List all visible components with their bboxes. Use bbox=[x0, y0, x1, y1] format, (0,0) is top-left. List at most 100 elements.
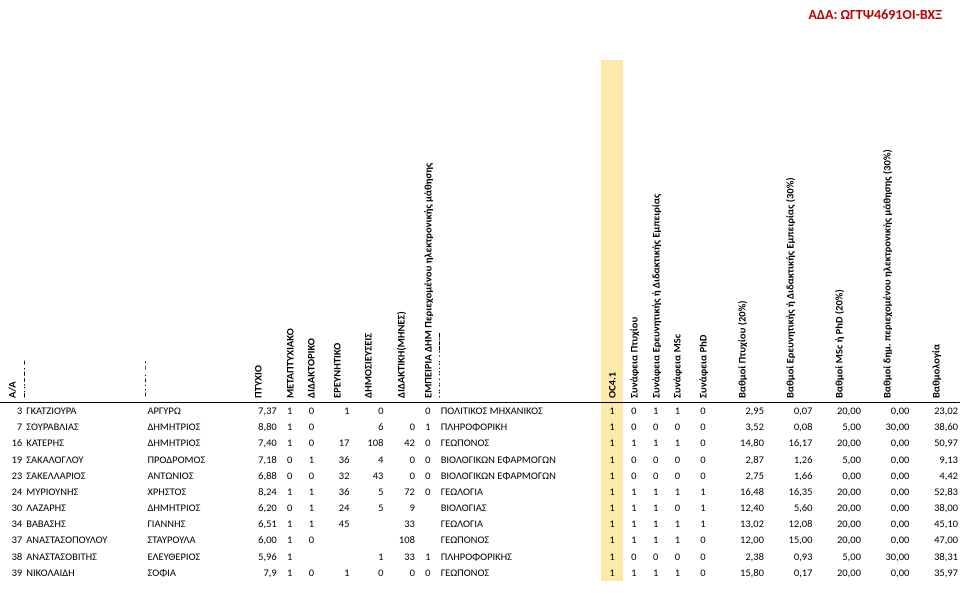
cell: 0 bbox=[417, 565, 439, 581]
cell: 6 bbox=[351, 419, 385, 435]
cell bbox=[351, 532, 385, 548]
cell: 1 bbox=[301, 500, 323, 516]
cell bbox=[322, 549, 351, 565]
cell: 7 bbox=[0, 419, 24, 435]
cell: 43 bbox=[351, 468, 385, 484]
cell: 0 bbox=[645, 468, 667, 484]
cell: 0 bbox=[301, 403, 323, 420]
col-b-ereyn: Βαθμοί Ερευνητικής ή Διδακτικής Εμπειρία… bbox=[766, 60, 814, 403]
table-row: 19ΣΑΚΑΛΟΓΛΟΥΠΡΟΔΡΟΜΟΣ7,180136400ΒΙΟΛΟΓΙΚ… bbox=[0, 452, 960, 468]
cell: ΠΟΛΙΤΙΚΟΣ ΜΗΧΑΝΙΚΟΣ bbox=[439, 403, 601, 420]
cell: 0 bbox=[667, 419, 689, 435]
cell: 15,80 bbox=[717, 565, 765, 581]
cell: 20,00 bbox=[814, 403, 862, 420]
cell: 5,00 bbox=[814, 452, 862, 468]
cell: 0 bbox=[688, 468, 717, 484]
cell: 1 bbox=[301, 516, 323, 532]
cell: ΝΙΚΟΛΑΙΔΗ bbox=[24, 565, 145, 581]
cell: 13,02 bbox=[717, 516, 765, 532]
cell: 0 bbox=[667, 468, 689, 484]
cell: 17 bbox=[322, 435, 351, 451]
cell: 6,51 bbox=[238, 516, 279, 532]
cell bbox=[322, 532, 351, 548]
cell: 50,97 bbox=[911, 435, 960, 451]
cell: 23 bbox=[0, 468, 24, 484]
page: ΑΔΑ: ΩΓΤΨ4691ΟΙ-ΒΧΞ Α/Α ΕΠΙΘΕΤΟ ΟΝΟΜΑ ΠΤ… bbox=[0, 0, 960, 616]
cell: 34 bbox=[0, 516, 24, 532]
cell: 0 bbox=[688, 419, 717, 435]
table-row: 3ΓΚΑΤΖΙΟΥΡΑΑΡΓΥΡΩ7,3710100ΠΟΛΙΤΙΚΟΣ ΜΗΧΑ… bbox=[0, 403, 960, 420]
col-b-dim: Βαθμοί δημ. περιεχομένου ηλεκτρονικής μά… bbox=[863, 60, 911, 403]
cell: 1 bbox=[351, 549, 385, 565]
cell: 1 bbox=[667, 403, 689, 420]
cell: ΓΕΩΛΟΓΙΑ bbox=[439, 516, 601, 532]
cell: 0 bbox=[385, 452, 417, 468]
table-body: 3ΓΚΑΤΖΙΟΥΡΑΑΡΓΥΡΩ7,3710100ΠΟΛΙΤΙΚΟΣ ΜΗΧΑ… bbox=[0, 403, 960, 581]
cell: ΑΝΑΣΤΑΣΟΒΙΤΗΣ bbox=[24, 549, 145, 565]
cell: 1 bbox=[279, 419, 301, 435]
col-dimosieyseis: ΔΗΜΟΣΙΕΥΣΕΙΣ bbox=[351, 60, 385, 403]
cell: 12,40 bbox=[717, 500, 765, 516]
cell: 1,26 bbox=[766, 452, 814, 468]
cell: 37 bbox=[0, 532, 24, 548]
cell: 20,00 bbox=[814, 484, 862, 500]
cell: 2,38 bbox=[717, 549, 765, 565]
cell: 1 bbox=[279, 435, 301, 451]
cell: 0,00 bbox=[863, 565, 911, 581]
cell: 1 bbox=[623, 516, 645, 532]
col-oc: OC4.1 bbox=[601, 60, 623, 403]
cell: 0 bbox=[688, 565, 717, 581]
cell: 38,00 bbox=[911, 500, 960, 516]
cell: 47,00 bbox=[911, 532, 960, 548]
cell: 3 bbox=[0, 403, 24, 420]
cell: 5 bbox=[351, 484, 385, 500]
col-paratiriseis: ΠΑΡΑΤΗΡΗΣΕΙΣ bbox=[439, 60, 601, 403]
cell: ΔΗΜΗΤΡΙΟΣ bbox=[145, 419, 237, 435]
cell: 0,07 bbox=[766, 403, 814, 420]
cell: 5 bbox=[351, 500, 385, 516]
cell: 1 bbox=[601, 516, 623, 532]
cell: ΓΙΑΝΝΗΣ bbox=[145, 516, 237, 532]
cell: 1 bbox=[667, 435, 689, 451]
cell: ΓΚΑΤΖΙΟΥΡΑ bbox=[24, 403, 145, 420]
cell: 0 bbox=[351, 565, 385, 581]
cell: 0 bbox=[688, 452, 717, 468]
cell: 0 bbox=[351, 403, 385, 420]
cell: 20,00 bbox=[814, 500, 862, 516]
cell: 1 bbox=[279, 516, 301, 532]
table-row: 16ΚΑΤΕΡΗΣΔΗΜΗΤΡΙΟΣ7,401017108420ΓΕΩΠΟΝΟΣ… bbox=[0, 435, 960, 451]
cell: 8,24 bbox=[238, 484, 279, 500]
cell: 7,37 bbox=[238, 403, 279, 420]
cell: 0 bbox=[417, 435, 439, 451]
col-ptyxio: ΠΤΥΧΙΟ bbox=[238, 60, 279, 403]
col-epitheto: ΕΠΙΘΕΤΟ bbox=[24, 60, 145, 403]
cell: ΓΕΩΠΟΝΟΣ bbox=[439, 565, 601, 581]
table-row: 7ΣΟΥΡΑΒΛΙΑΣΔΗΜΗΤΡΙΟΣ8,8010601ΠΛΗΡΟΦΟΡΙΚΗ… bbox=[0, 419, 960, 435]
cell: 0 bbox=[279, 452, 301, 468]
cell: 1 bbox=[688, 484, 717, 500]
cell bbox=[417, 532, 439, 548]
cell: 0 bbox=[645, 549, 667, 565]
cell: 0,00 bbox=[863, 484, 911, 500]
cell: ΑΝΑΣΤΑΣΟΠΟΥΛΟΥ bbox=[24, 532, 145, 548]
cell: 1 bbox=[623, 532, 645, 548]
cell: 72 bbox=[385, 484, 417, 500]
cell: 38 bbox=[0, 549, 24, 565]
cell: 0 bbox=[385, 565, 417, 581]
cell: 0 bbox=[385, 468, 417, 484]
cell: 1 bbox=[279, 532, 301, 548]
cell: 0 bbox=[688, 532, 717, 548]
cell: ΑΝΤΩΝΙΟΣ bbox=[145, 468, 237, 484]
cell: 4 bbox=[351, 452, 385, 468]
cell: 0,00 bbox=[863, 532, 911, 548]
table-row: 38ΑΝΑΣΤΑΣΟΒΙΤΗΣΕΛΕΥΘΕΡΙΟΣ5,9611331ΠΛΗΡΟΦ… bbox=[0, 549, 960, 565]
cell: 108 bbox=[385, 532, 417, 548]
cell: 1 bbox=[688, 500, 717, 516]
cell: 12,08 bbox=[766, 516, 814, 532]
cell: ΠΡΟΔΡΟΜΟΣ bbox=[145, 452, 237, 468]
cell: 0,17 bbox=[766, 565, 814, 581]
cell: 1 bbox=[417, 419, 439, 435]
cell bbox=[322, 419, 351, 435]
cell: ΠΛΗΡΟΦΟΡΙΚΗ bbox=[439, 419, 601, 435]
cell: 0 bbox=[279, 500, 301, 516]
